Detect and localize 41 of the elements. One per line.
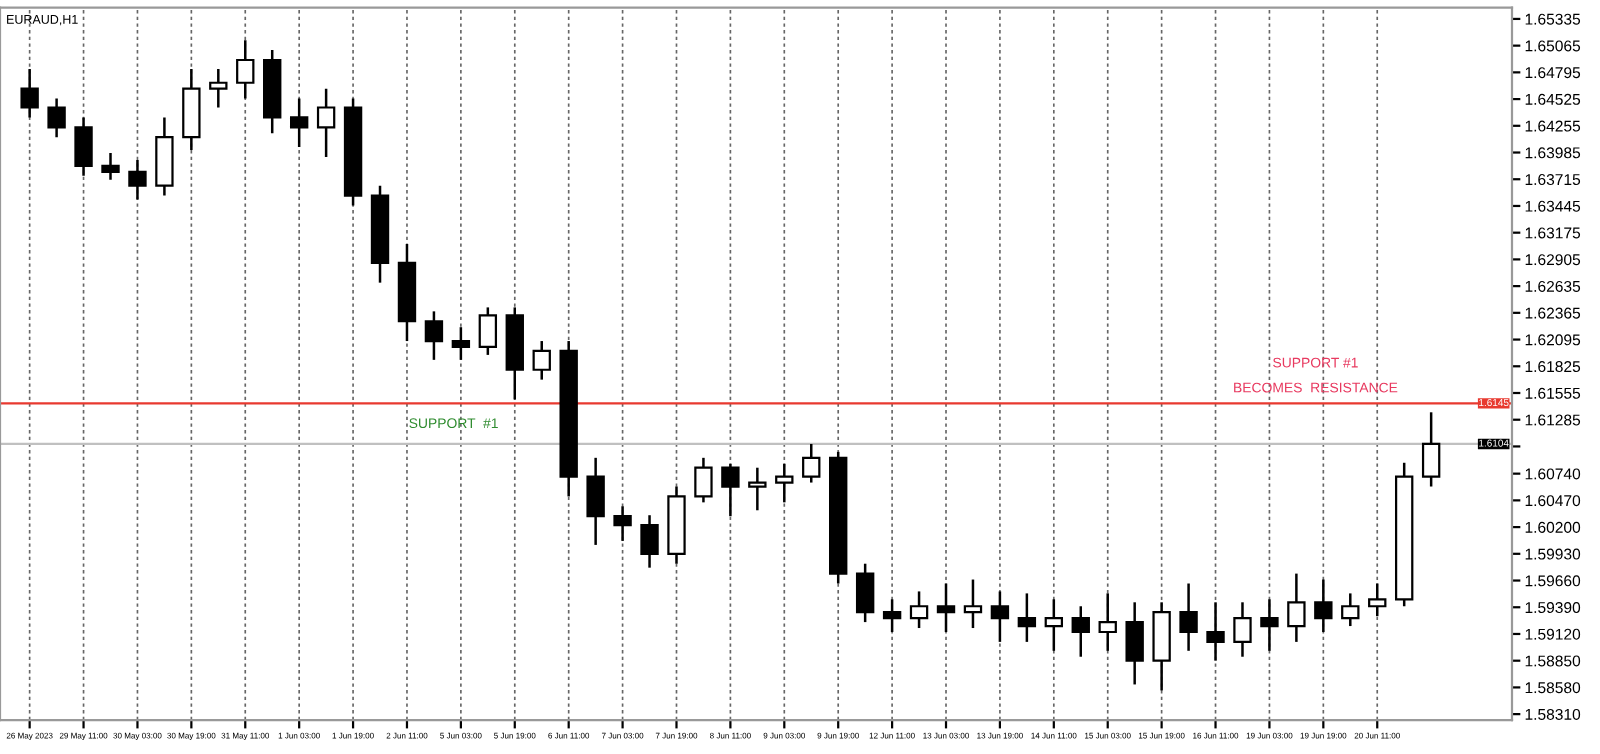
candlestick [289, 97, 309, 149]
candlestick [478, 306, 498, 357]
candlestick [47, 97, 66, 139]
candlestick [1071, 605, 1090, 658]
candlestick [101, 151, 120, 181]
candlestick [775, 462, 794, 504]
candlestick [748, 466, 767, 512]
candlestick [721, 462, 740, 518]
candlestick [1368, 582, 1387, 618]
candlestick [128, 158, 147, 201]
candlestick [532, 339, 551, 381]
candlestick [1314, 578, 1333, 634]
candlestick [1233, 601, 1252, 658]
candlestick [316, 87, 336, 159]
candlestick [1421, 411, 1441, 488]
candlestick [613, 505, 632, 543]
candlestick [1206, 601, 1225, 662]
candlestick [586, 456, 605, 547]
candlestick [882, 598, 902, 634]
candlestick [236, 38, 255, 100]
candlestick [963, 578, 983, 630]
candlestick [909, 590, 929, 630]
candlestick [1017, 592, 1037, 644]
candlestick [1125, 601, 1144, 686]
candlestick [802, 442, 821, 484]
candlestick [209, 67, 228, 109]
candlestick [855, 562, 875, 624]
candlestick [74, 116, 93, 178]
candlestick [451, 325, 471, 362]
candlestick [1044, 598, 1064, 653]
candlestick [694, 456, 713, 504]
candlestick [1179, 582, 1198, 653]
candlestick [424, 310, 444, 362]
candlestick [20, 67, 39, 119]
candlestick [1260, 598, 1279, 653]
candlestick [1287, 572, 1306, 644]
candlestick [990, 590, 1010, 644]
candlestick [1341, 592, 1360, 628]
candlestick [1098, 592, 1117, 653]
candlestick [936, 582, 956, 634]
candlestick [640, 513, 659, 569]
